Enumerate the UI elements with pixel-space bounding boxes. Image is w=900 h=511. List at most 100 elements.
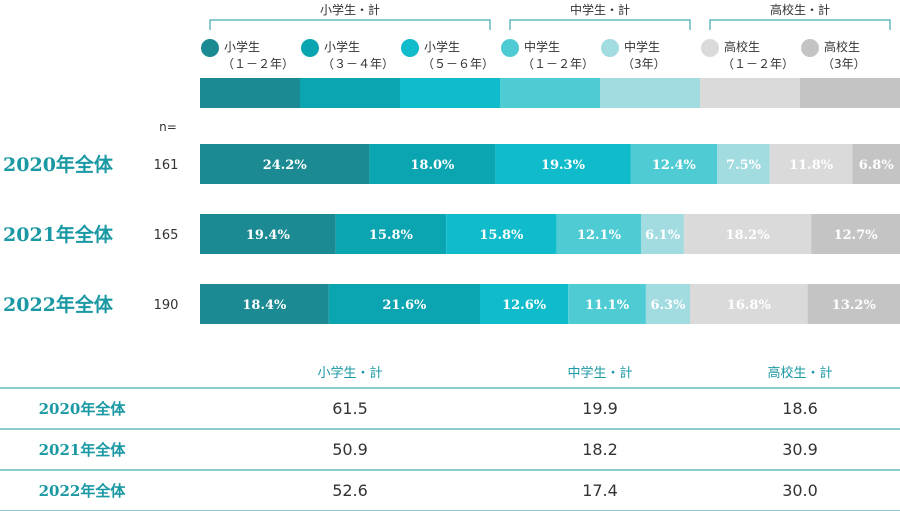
bar-segment [683,214,812,254]
legend-label: 中学生 [624,39,660,54]
bars: 2020年全体 161 24.2% 18.0% 19.3% 12.4% 7.5% 11.8% 6… [3,144,900,324]
legend-label: 小学生 [324,39,360,54]
group-bracket-2: 高校生・計 [709,2,891,30]
legend: 小学生 （１－２年） 小学生 （３－４年） 小学生 （５－６年） 中学生 （１－２年） 中学生 （… [200,39,900,108]
data-label: 12.7% [834,228,879,243]
group-bracket-line [709,19,891,30]
legend-color-strip [500,78,600,108]
table-header: 高校生・計 [767,365,832,381]
bar-segment [446,214,557,254]
table-row-label: 2020年全体 [39,400,127,418]
legend-color-strip [400,78,500,108]
n-header: n= [159,120,177,134]
category-label: 2021年全体 [3,223,114,246]
legend-sublabel: （１－２年） [222,57,294,71]
bar-segment [556,214,642,254]
bar-segment [852,144,900,184]
table-row-label: 2021年全体 [39,441,127,459]
category-label: 2020年全体 [3,153,114,176]
bar-segment [807,284,900,324]
table-cell: 18.6 [782,399,818,418]
data-label: 16.8% [727,298,772,313]
group-bracket-1: 中学生・計 [509,2,691,30]
bar-row: 2022年全体 190 18.4% 21.6% 12.6% 11.1% 6.3% 16.8% 1… [3,284,900,324]
category-label: 2022年全体 [3,293,114,316]
data-label: 18.2% [726,228,771,243]
legend-item: 高校生 （１－２年） [701,39,794,71]
bar-segment [369,144,496,184]
data-label: 18.0% [410,158,455,173]
data-label: 11.1% [585,298,630,313]
legend-swatch [201,39,219,57]
legend-item: 小学生 （１－２年） [201,39,294,71]
table-row-label: 2022年全体 [39,482,127,500]
legend-color-strip [800,78,900,108]
data-label: 15.8% [479,228,524,243]
legend-swatch [301,39,319,57]
group-brackets: 小学生・計 中学生・計 高校生・計 [209,2,891,30]
table-header: 小学生・計 [317,365,382,381]
data-label: 6.1% [645,228,681,243]
n-value: 190 [154,298,179,313]
legend-color-strip [600,78,700,108]
data-label: 11.8% [789,158,834,173]
bar-segment [641,214,684,254]
bar-segment [690,284,808,324]
legend-swatch [801,39,819,57]
table-row: 2022年全体 52.6 17.4 30.0 [0,481,900,511]
bar-segment [568,284,646,324]
group-bracket-label: 高校生・計 [770,2,830,17]
legend-sublabel: （１－２年） [722,57,794,71]
data-label: 21.6% [382,298,427,313]
bar-segment [200,144,370,184]
data-label: 24.2% [263,158,308,173]
bar-segment [335,214,447,254]
table-cell: 30.0 [782,481,818,500]
bar-segment [200,284,329,324]
legend-item: 小学生 （３－４年） [301,39,394,71]
data-label: 19.3% [541,158,586,173]
data-label: 13.2% [832,298,877,313]
table-cell: 18.2 [582,440,618,459]
bar-segment [495,144,631,184]
legend-sublabel: （３－４年） [322,57,394,71]
data-label: 19.4% [246,228,291,243]
legend-swatch [401,39,419,57]
table-cell: 30.9 [782,440,818,459]
data-label: 12.4% [652,158,697,173]
group-bracket-line [509,19,691,30]
group-bracket-label: 中学生・計 [570,2,630,17]
bar-segment [200,214,336,254]
legend-label: 中学生 [524,39,560,54]
table-cell: 50.9 [332,440,368,459]
legend-swatch [601,39,619,57]
legend-swatch [501,39,519,57]
legend-color-strip [200,78,300,108]
bar-segment [480,284,569,324]
data-label: 12.1% [577,228,622,243]
n-value: 161 [154,158,179,173]
bar-segment [769,144,853,184]
table-header: 中学生・計 [567,365,632,381]
bar-row: 2020年全体 161 24.2% 18.0% 19.3% 12.4% 7.5% 11.8% 6… [3,144,900,184]
data-label: 18.4% [242,298,287,313]
group-bracket-0: 小学生・計 [209,2,491,30]
legend-item: 高校生 （3年） [801,39,866,71]
data-label: 6.3% [650,298,686,313]
legend-item: 小学生 （５－６年） [401,39,494,71]
bar-row: 2021年全体 165 19.4% 15.8% 15.8% 12.1% 6.1% 18.2% 1… [3,214,900,254]
legend-sublabel: （１－２年） [522,57,594,71]
data-label: 6.8% [859,158,895,173]
bar-segment [328,284,480,324]
legend-color-strip [700,78,800,108]
data-label: 12.6% [502,298,547,313]
table-cell: 61.5 [332,399,368,418]
table-cell: 19.9 [582,399,618,418]
legend-label: 高校生 [824,39,860,54]
group-bracket-label: 小学生・計 [320,2,380,17]
legend-color-strip [300,78,400,108]
data-label: 7.5% [726,158,762,173]
legend-sublabel: （3年） [622,57,666,71]
legend-swatch [701,39,719,57]
